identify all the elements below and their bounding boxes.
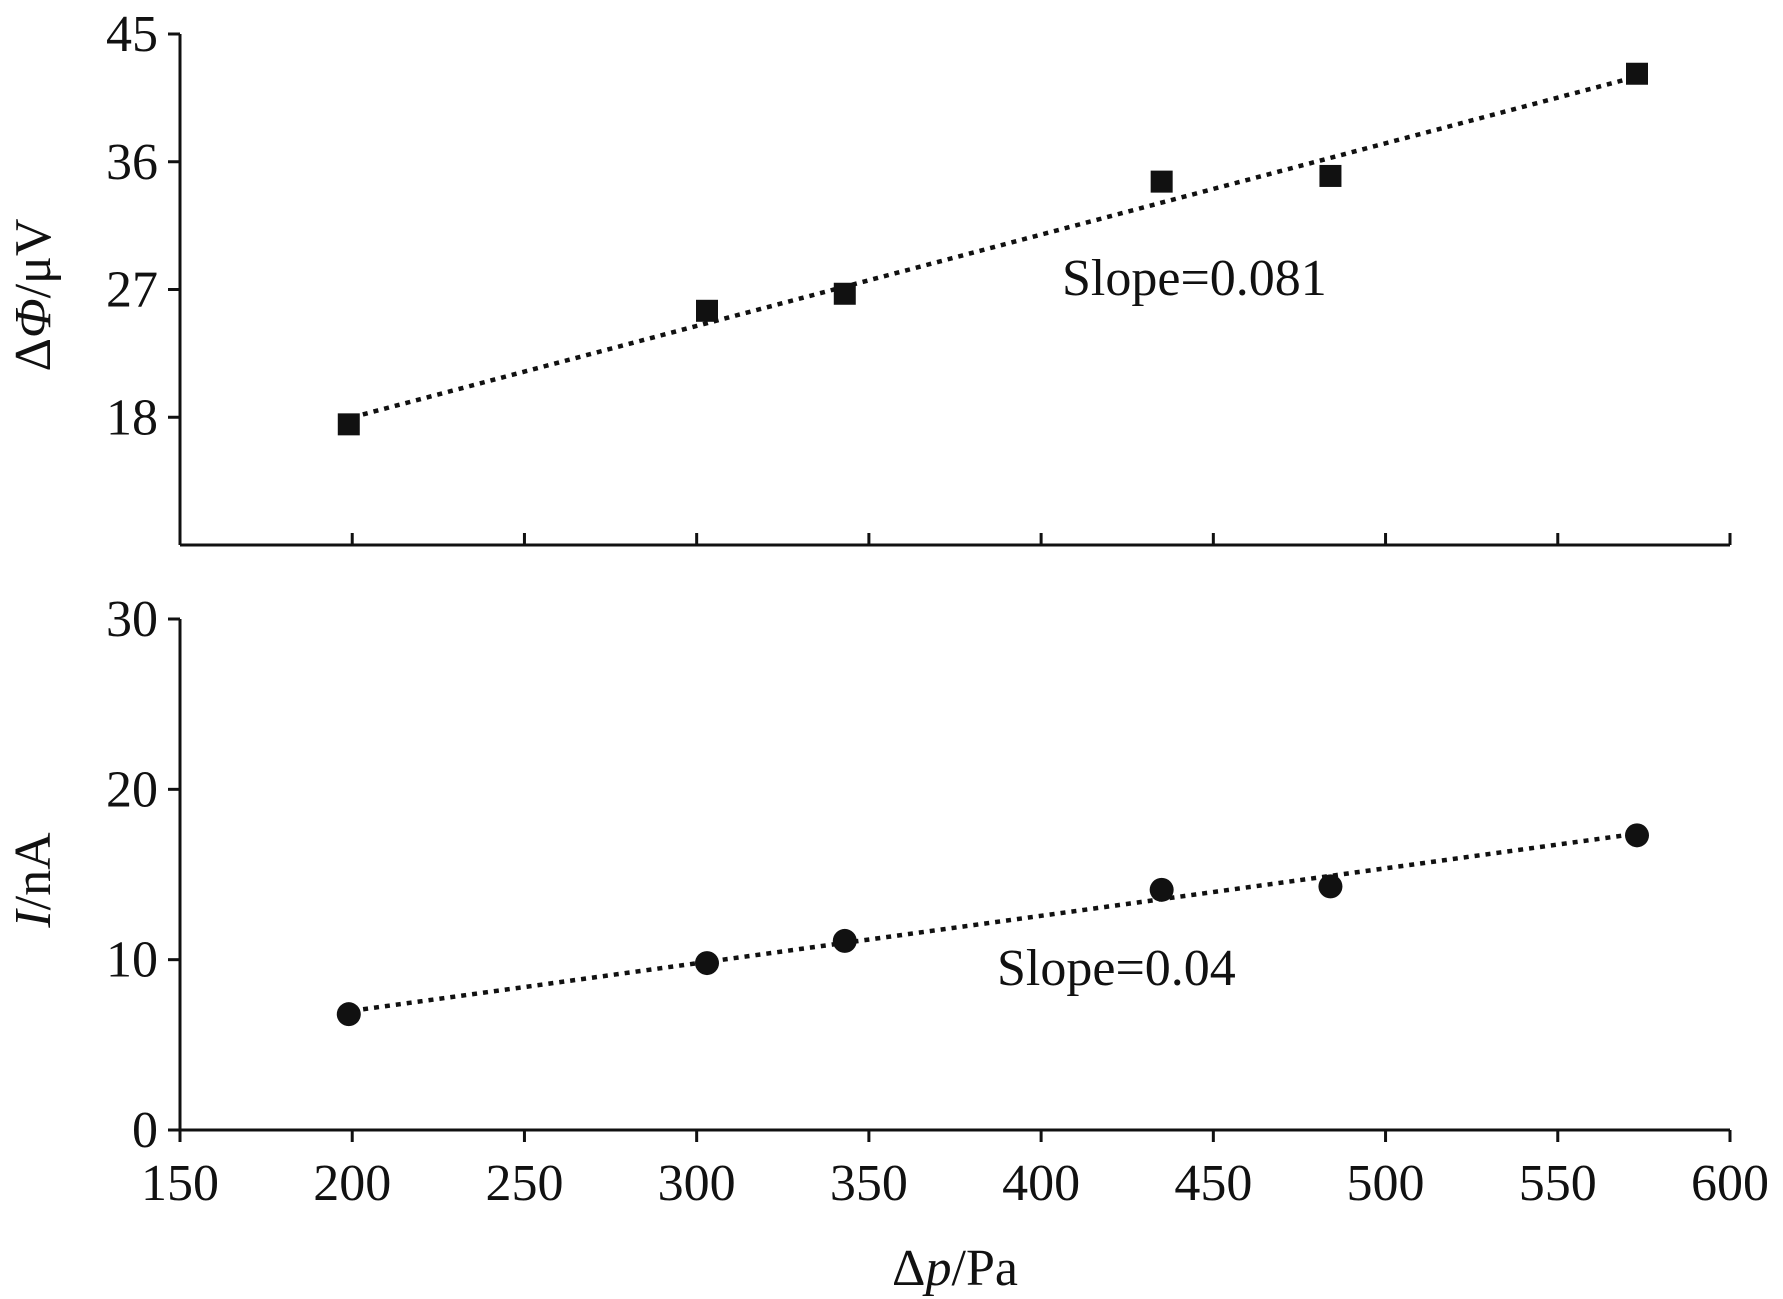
top-data-points: [337, 62, 1648, 436]
bottom-data-point: [1318, 874, 1343, 899]
x-tick-label: 300: [658, 1155, 736, 1212]
bottom-slope-annotation: Slope=0.04: [997, 940, 1236, 997]
top-data-point: [1150, 170, 1173, 193]
bottom-data-point: [336, 1002, 361, 1027]
top-y-tick-label: 45: [106, 6, 158, 63]
top-y-ticks: 18 27 36 45: [106, 6, 180, 446]
x-tick-label: 150: [141, 1155, 219, 1212]
top-slope-annotation: Slope=0.081: [1062, 250, 1327, 307]
bottom-data-point: [1149, 877, 1174, 902]
bottom-y-ticks: 0 10 20 30: [106, 591, 180, 1159]
top-data-point: [1319, 164, 1342, 187]
x-axis-title: Δp/Pa: [892, 1240, 1018, 1297]
top-data-point: [1626, 62, 1648, 85]
x-tick-label: 500: [1347, 1155, 1425, 1212]
bottom-y-tick-label: 10: [106, 932, 158, 989]
bottom-x-ticks: 150 200 250 300 350 400 450 500 550 600: [141, 1130, 1769, 1212]
bottom-data-point: [1625, 823, 1649, 848]
top-data-point: [696, 299, 718, 322]
top-fit-line-group: [351, 74, 1638, 420]
x-tick-label: 450: [1174, 1155, 1252, 1212]
bottom-y-axis-title: I/nA: [5, 832, 62, 929]
x-tick-label: 550: [1519, 1155, 1597, 1212]
x-tick-label: 350: [830, 1155, 908, 1212]
top-y-axis-title: ΔΦ/μV: [5, 219, 62, 372]
bottom-y-tick-label: 30: [106, 591, 158, 648]
bottom-panel: 0 10 20 30 150 200 250 300 350 400 450 500 550 600 S…: [5, 591, 1769, 1297]
top-data-point: [833, 282, 856, 305]
top-y-tick-label: 18: [106, 389, 158, 446]
top-data-point: [337, 413, 360, 436]
x-tick-label: 600: [1691, 1155, 1769, 1212]
top-fit-line: [351, 74, 1638, 420]
top-panel: 18 27 36 45 Slope=0.081 ΔΦ/μV: [5, 6, 1732, 547]
x-tick-label: 400: [1002, 1155, 1080, 1212]
x-tick-label: 250: [485, 1155, 563, 1212]
x-tick-label: 200: [313, 1155, 391, 1212]
top-y-tick-label: 36: [106, 134, 158, 191]
bottom-fit-line-group: [351, 831, 1638, 1013]
bottom-data-point: [695, 951, 719, 976]
top-y-tick-label: 27: [106, 262, 158, 319]
bottom-data-point: [832, 928, 857, 953]
bottom-fit-line: [351, 831, 1638, 1013]
bottom-y-tick-label: 20: [106, 761, 158, 818]
bottom-data-points: [336, 823, 1649, 1027]
top-x-ticks: [178, 533, 1732, 545]
bottom-y-tick-label: 0: [132, 1102, 158, 1159]
